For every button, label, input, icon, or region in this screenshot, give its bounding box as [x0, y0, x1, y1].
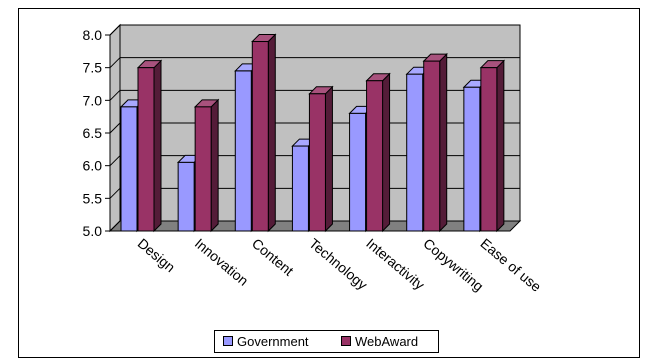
y-axis: 5.0 5.5 6.0 6.5 7.0 7.5 8.0 [83, 27, 111, 239]
y-tick-label: 8.0 [83, 27, 103, 43]
gridline-depth [109, 220, 121, 232]
bar-innovation-government [177, 161, 195, 232]
bar-copywriting-webaward [423, 60, 441, 232]
gridline-depth [109, 24, 121, 36]
y-tick-label: 7.5 [83, 60, 103, 76]
bar-content-webaward [251, 41, 269, 232]
bar-innovation-webaward-side [210, 98, 219, 233]
y-tick-label: 5.0 [83, 223, 103, 239]
bar-copywriting-webaward-side [439, 52, 448, 233]
legend-swatch-government [223, 336, 233, 346]
legend-swatch-webaward [341, 336, 351, 346]
legend-label-webaward: WebAward [355, 334, 418, 349]
bar-design-webaward [137, 67, 155, 232]
bar-technology-webaward [308, 93, 326, 232]
bar-design-webaward-side [153, 59, 162, 233]
gridline-depth [109, 89, 121, 101]
legend-label-government: Government [237, 334, 309, 349]
bar-design-government [120, 106, 138, 232]
bar-technology-webaward-side [324, 85, 333, 233]
bar-technology-government [291, 145, 309, 232]
gridline-depth [109, 155, 121, 167]
gridline-depth [109, 187, 121, 199]
y-tick-label: 6.5 [83, 125, 103, 141]
y-tick-label: 6.0 [83, 158, 103, 174]
y-tick-label: 5.5 [83, 190, 103, 206]
y-tick-label: 7.0 [83, 92, 103, 108]
gridline-depth [109, 122, 121, 134]
legend: Government WebAward [214, 330, 439, 353]
bar-interactivity-webaward [366, 80, 384, 232]
gridline-depth [109, 57, 121, 69]
bar-copywriting-government [406, 73, 424, 232]
bar-ease-of-use-webaward-side [496, 59, 505, 233]
bar-ease-of-use-government [463, 86, 481, 232]
bar-ease-of-use-webaward [480, 67, 498, 232]
bars [119, 33, 506, 233]
bar-interactivity-government [349, 112, 367, 232]
bar-content-government [234, 70, 252, 232]
bar-interactivity-webaward-side [382, 72, 391, 233]
bar-innovation-webaward [194, 106, 212, 232]
bar-content-webaward-side [267, 33, 276, 233]
